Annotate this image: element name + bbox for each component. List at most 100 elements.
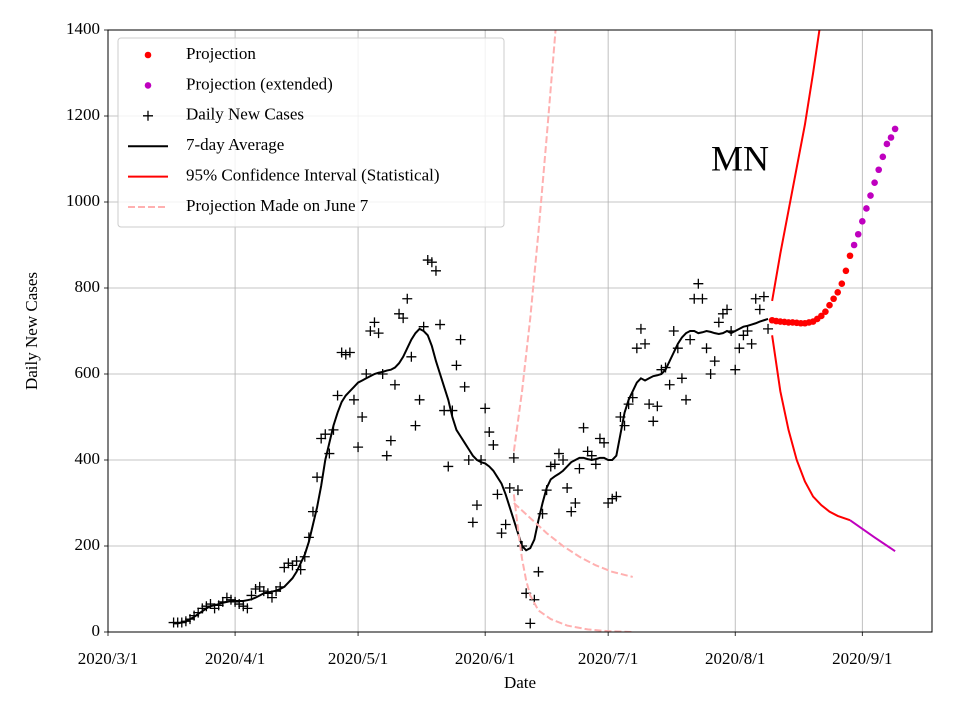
point bbox=[582, 446, 593, 457]
point bbox=[697, 293, 708, 304]
y-tick-label: 1400 bbox=[66, 19, 100, 38]
point bbox=[730, 364, 741, 375]
point bbox=[287, 560, 298, 571]
series-line bbox=[512, 30, 557, 452]
point bbox=[763, 323, 774, 334]
point bbox=[143, 110, 153, 121]
point bbox=[435, 319, 446, 330]
point bbox=[854, 230, 862, 238]
point bbox=[883, 140, 891, 148]
y-tick-label: 200 bbox=[75, 535, 101, 554]
point bbox=[578, 422, 589, 433]
point bbox=[488, 439, 499, 450]
point bbox=[826, 301, 833, 309]
point bbox=[484, 427, 495, 438]
point bbox=[738, 330, 749, 341]
point bbox=[279, 562, 290, 573]
point bbox=[566, 506, 577, 517]
y-axis-label: Daily New Cases bbox=[22, 272, 41, 390]
point bbox=[850, 241, 858, 249]
legend-label: Daily New Cases bbox=[186, 105, 304, 124]
point bbox=[676, 373, 687, 384]
series-line bbox=[849, 519, 896, 552]
point bbox=[574, 463, 585, 474]
series-line bbox=[771, 30, 821, 302]
point bbox=[746, 338, 757, 349]
legend-label: Projection Made on June 7 bbox=[186, 196, 369, 215]
point bbox=[562, 482, 573, 493]
series-line bbox=[173, 318, 769, 625]
x-tick-label: 2020/8/1 bbox=[705, 649, 765, 668]
point bbox=[734, 343, 745, 354]
point bbox=[599, 437, 610, 448]
legend-label: Projection bbox=[186, 44, 256, 63]
point bbox=[722, 304, 733, 315]
point bbox=[410, 420, 421, 431]
point bbox=[635, 323, 646, 334]
point bbox=[685, 334, 696, 345]
point bbox=[830, 295, 837, 303]
point bbox=[492, 489, 503, 500]
point bbox=[377, 369, 388, 379]
point bbox=[838, 280, 846, 288]
point bbox=[414, 394, 425, 405]
point bbox=[713, 317, 724, 328]
x-axis-label: Date bbox=[504, 673, 536, 692]
point bbox=[394, 308, 405, 319]
point bbox=[205, 599, 216, 610]
point bbox=[648, 416, 659, 427]
point bbox=[668, 326, 679, 336]
point bbox=[443, 461, 454, 472]
x-tick-label: 2020/3/1 bbox=[78, 649, 138, 668]
x-tick-label: 2020/5/1 bbox=[328, 649, 388, 668]
plot-area bbox=[168, 30, 899, 632]
point bbox=[545, 461, 556, 472]
point bbox=[693, 278, 704, 289]
point bbox=[590, 459, 601, 470]
y-tick-label: 1000 bbox=[66, 191, 100, 210]
point bbox=[316, 433, 327, 444]
point bbox=[496, 528, 507, 539]
point bbox=[242, 603, 253, 614]
point bbox=[644, 399, 655, 410]
legend-box bbox=[117, 37, 505, 228]
point bbox=[455, 334, 466, 345]
y-tick-label: 600 bbox=[75, 363, 101, 382]
point bbox=[871, 179, 878, 186]
point bbox=[144, 51, 152, 59]
y-tick-label: 800 bbox=[75, 277, 101, 296]
point bbox=[717, 308, 728, 319]
point bbox=[701, 343, 712, 354]
point bbox=[512, 485, 523, 496]
point bbox=[631, 343, 642, 354]
point bbox=[758, 291, 769, 302]
point bbox=[406, 351, 417, 362]
point bbox=[451, 360, 462, 371]
series-line bbox=[513, 502, 633, 578]
point bbox=[863, 205, 870, 212]
point bbox=[754, 304, 765, 315]
point bbox=[846, 252, 854, 260]
point bbox=[508, 452, 519, 463]
point bbox=[525, 618, 536, 629]
point bbox=[381, 450, 392, 461]
point bbox=[891, 125, 899, 133]
point bbox=[750, 293, 761, 304]
point bbox=[291, 556, 302, 567]
axes: 2020/3/1 2020/4/1 2020/5/1 2020/6/1 2020/7/1… bbox=[66, 19, 893, 668]
point bbox=[867, 192, 874, 199]
point bbox=[144, 82, 152, 89]
point bbox=[357, 412, 368, 422]
point bbox=[842, 267, 850, 275]
point bbox=[398, 313, 409, 324]
point bbox=[681, 394, 692, 405]
point bbox=[594, 433, 605, 444]
point bbox=[603, 498, 614, 508]
series-line bbox=[771, 335, 851, 522]
point bbox=[320, 429, 331, 440]
point bbox=[385, 435, 396, 446]
legend: Projection Projection (extended) Daily New… bbox=[117, 37, 505, 228]
point bbox=[389, 379, 400, 390]
point bbox=[553, 448, 564, 459]
